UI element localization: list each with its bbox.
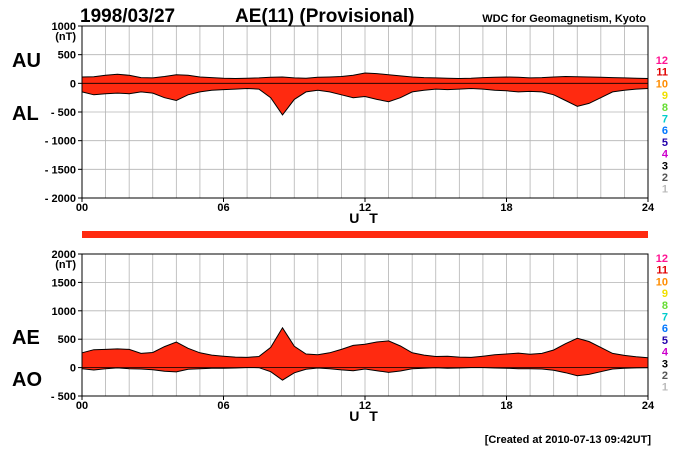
level-label: 6 (662, 323, 668, 335)
side-label-al: AL (12, 103, 39, 125)
x-axis-label: U T (349, 210, 381, 226)
series-line-ao (81, 367, 649, 381)
y-tick-label: 1000 (52, 21, 76, 33)
level-label: 12 (656, 55, 668, 67)
y-tick-label: 0 (70, 78, 76, 90)
panel-au-al: 1000 500 0 - 500 - 1000 - 1500 - 2000 (nT) 00 06 1… (12, 21, 669, 226)
x-tick-label: 06 (217, 202, 229, 214)
side-label-ao: AO (12, 369, 42, 391)
y-tick-label: - 1500 (45, 164, 76, 176)
level-label: 4 (662, 347, 669, 359)
unit-label: (nT) (55, 259, 76, 271)
series-line-ae (81, 326, 649, 359)
date-title: 1998/03/27 (80, 6, 175, 27)
level-label: 9 (662, 90, 668, 102)
level-label: 10 (656, 78, 668, 90)
level-label: 8 (662, 102, 668, 114)
level-label: 11 (656, 265, 668, 277)
level-label: 5 (662, 137, 668, 149)
series-line-au (81, 72, 649, 80)
level-label: 1 (662, 382, 668, 394)
y-tick-label: 500 (58, 50, 76, 62)
y-tick-label: 1000 (52, 306, 76, 318)
separator-bar (82, 231, 648, 238)
level-label: 2 (662, 370, 668, 382)
series-line-al (81, 87, 649, 116)
x-tick-label: 06 (217, 400, 229, 412)
x-tick-label: 00 (76, 400, 88, 412)
y-tick-label: - 2000 (45, 193, 76, 205)
level-label: 10 (656, 276, 668, 288)
level-label: 12 (656, 253, 668, 265)
level-label: 2 (662, 172, 668, 184)
side-label-au: AU (12, 50, 41, 72)
y-tick-label: 1500 (52, 277, 76, 289)
area-fill (82, 327, 648, 381)
y-tick-label: - 1000 (45, 136, 76, 148)
y-tick-label: - 500 (51, 391, 76, 403)
x-tick-label: 00 (76, 202, 88, 214)
level-label: 4 (662, 149, 669, 161)
level-label: 7 (662, 312, 668, 324)
level-label: 8 (662, 300, 668, 312)
x-tick-label: 12 (359, 202, 371, 214)
level-label: 5 (662, 335, 668, 347)
y-tick-label: 2000 (52, 249, 76, 261)
x-tick-label: 18 (500, 400, 512, 412)
x-axis-label: U T (349, 408, 381, 424)
side-label-ae: AE (12, 327, 40, 349)
level-label: 7 (662, 114, 668, 126)
y-tick-label: 500 (58, 334, 76, 346)
x-tick-label: 24 (642, 400, 655, 412)
index-title: AE(11) (Provisional) (235, 6, 415, 27)
y-tick-label: 0 (70, 363, 76, 375)
unit-label: (nT) (55, 31, 76, 43)
level-label: 6 (662, 125, 668, 137)
x-tick-label: 12 (359, 400, 371, 412)
created-label: [Created at 2010-07-13 09:42UT] (485, 434, 652, 446)
y-tick-label: - 500 (51, 107, 76, 119)
level-label: 9 (662, 288, 668, 300)
x-tick-label: 18 (500, 202, 512, 214)
level-label: 3 (662, 358, 668, 370)
level-label: 11 (656, 67, 668, 79)
source-label: WDC for Geomagnetism, Kyoto (482, 13, 646, 25)
level-label: 3 (662, 160, 668, 172)
level-label: 1 (662, 184, 668, 196)
x-tick-label: 24 (642, 202, 655, 214)
